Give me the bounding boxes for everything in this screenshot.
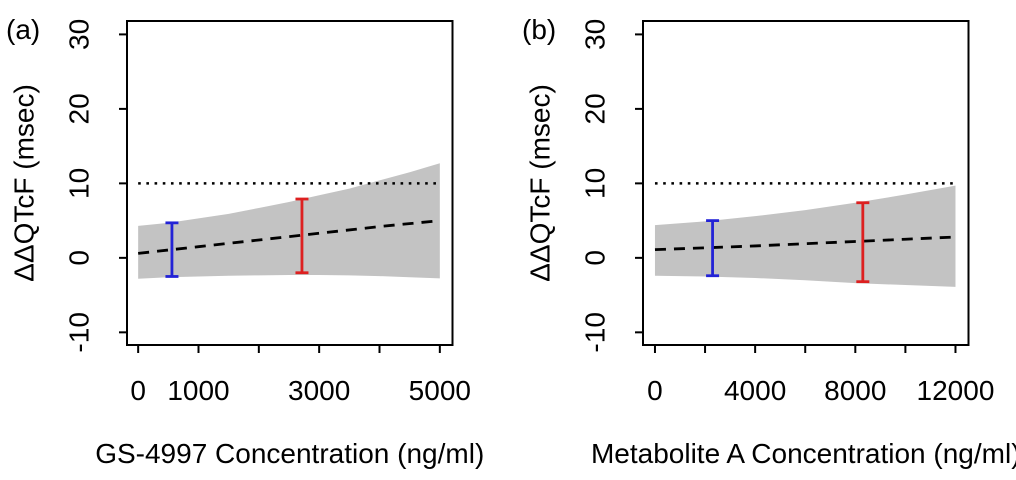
x-tick-label: 8000: [824, 375, 886, 406]
y-tick-label: 20: [580, 93, 611, 124]
x-tick-label: 0: [130, 375, 146, 406]
panel-a: 0 1000 3000 5000 -10 0 10 20 30 GS-4997 Concentra…: [6, 14, 484, 469]
panel-b: 0 4000 8000 12000 -10 0 10 20 30 Metabolite A Con…: [522, 14, 1016, 469]
x-tick-label: 3000: [288, 375, 350, 406]
red-error-bar: [856, 201, 870, 284]
y-axis-title: ΔΔQTcF (msec): [525, 84, 556, 282]
x-tick-label: 1000: [167, 375, 229, 406]
y-axis-title: ΔΔQTcF (msec): [9, 84, 40, 282]
x-tick-label: 12000: [917, 375, 995, 406]
x-tick-label: 5000: [409, 375, 471, 406]
y-tick-label: 0: [64, 250, 95, 266]
panel-label: (b): [522, 14, 556, 45]
panel-label: (a): [6, 14, 40, 45]
y-tick-label: 0: [580, 250, 611, 266]
y-tick-label: 30: [63, 19, 94, 50]
x-tick-label: 4000: [724, 375, 786, 406]
y-tick-label: 20: [64, 93, 95, 124]
mean-prediction-line: [138, 219, 440, 255]
confidence-band: [654, 185, 956, 287]
y-tick-label: 10: [64, 168, 95, 199]
x-tick-label: 0: [647, 375, 663, 406]
red-error-bar: [295, 197, 309, 275]
y-tick-label: -10: [64, 312, 95, 352]
mean-prediction-line: [654, 235, 956, 252]
blue-error-bar: [165, 221, 179, 278]
blue-error-bar: [706, 219, 720, 278]
x-axis-title: Metabolite A Concentration (ng/ml): [591, 438, 1016, 469]
y-tick-label: 30: [580, 19, 611, 50]
y-tick-label: -10: [580, 312, 611, 352]
y-tick-label: 10: [580, 168, 611, 199]
x-axis-title: GS-4997 Concentration (ng/ml): [95, 438, 484, 469]
confidence-band: [138, 163, 440, 279]
